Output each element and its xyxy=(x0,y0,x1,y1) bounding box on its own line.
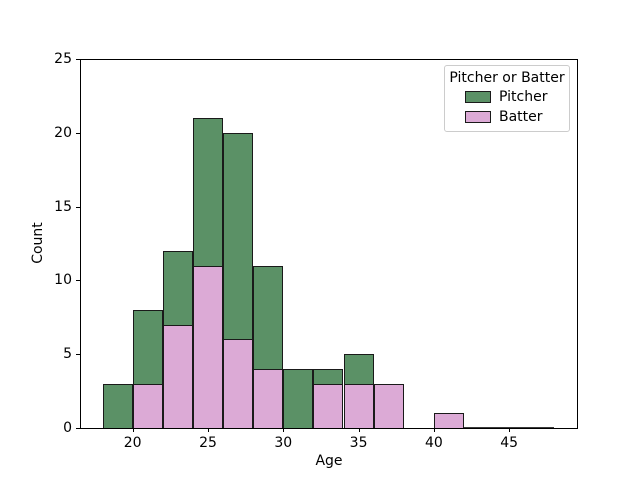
x-tick-label: 25 xyxy=(199,435,217,451)
legend-entry-batter: Batter xyxy=(445,107,569,127)
x-tick-label: 20 xyxy=(123,435,142,451)
y-tick-mark xyxy=(76,280,80,282)
x-tick-mark xyxy=(509,428,511,432)
x-axis-label: Age xyxy=(315,453,343,469)
pitcher-swatch-icon xyxy=(465,91,491,103)
histogram-zero-line-batter xyxy=(464,427,555,428)
y-tick-mark xyxy=(76,59,80,60)
histogram-bar-pitcher-18 xyxy=(102,383,133,428)
histogram-bar-batter-40 xyxy=(433,413,464,428)
x-tick-mark xyxy=(283,428,285,432)
y-tick-mark xyxy=(76,428,80,429)
histogram-bar-batter-32 xyxy=(313,383,344,428)
x-tick-label: 30 xyxy=(274,435,293,451)
histogram-bar-batter-36 xyxy=(373,383,404,428)
y-tick-mark xyxy=(76,354,80,356)
x-tick-mark xyxy=(208,428,209,432)
histogram-bar-batter-20 xyxy=(132,383,163,428)
histogram-bar-pitcher-30 xyxy=(283,369,314,428)
y-tick-label: 15 xyxy=(54,198,72,215)
histogram-bar-batter-34 xyxy=(343,383,374,428)
x-tick-mark xyxy=(358,428,360,432)
y-tick-label: 10 xyxy=(54,272,72,289)
histogram-bar-batter-22 xyxy=(162,324,193,428)
x-tick-label: 45 xyxy=(500,435,519,451)
legend-entry-pitcher: Pitcher xyxy=(445,87,569,107)
y-tick-mark xyxy=(76,206,80,208)
histogram-bar-batter-26 xyxy=(223,339,254,428)
x-tick-mark xyxy=(433,428,435,432)
legend-label-batter: Batter xyxy=(499,109,543,125)
y-tick-label: 0 xyxy=(63,420,72,436)
histogram-bar-batter-24 xyxy=(193,265,224,428)
legend-label-pitcher: Pitcher xyxy=(499,89,548,105)
x-tick-label: 40 xyxy=(424,435,443,451)
x-tick-label: 35 xyxy=(349,435,368,451)
batter-swatch-icon xyxy=(465,111,491,123)
y-tick-label: 25 xyxy=(54,51,72,67)
histogram-bar-batter-28 xyxy=(253,369,284,428)
x-tick-mark xyxy=(132,428,134,432)
y-tick-mark xyxy=(76,132,80,134)
y-axis-label: Count xyxy=(30,222,46,264)
legend-title: Pitcher or Batter xyxy=(449,70,565,86)
y-tick-label: 20 xyxy=(54,124,72,141)
y-tick-label: 5 xyxy=(63,346,72,363)
legend: Pitcher or Batter Pitcher Batter xyxy=(444,65,570,132)
